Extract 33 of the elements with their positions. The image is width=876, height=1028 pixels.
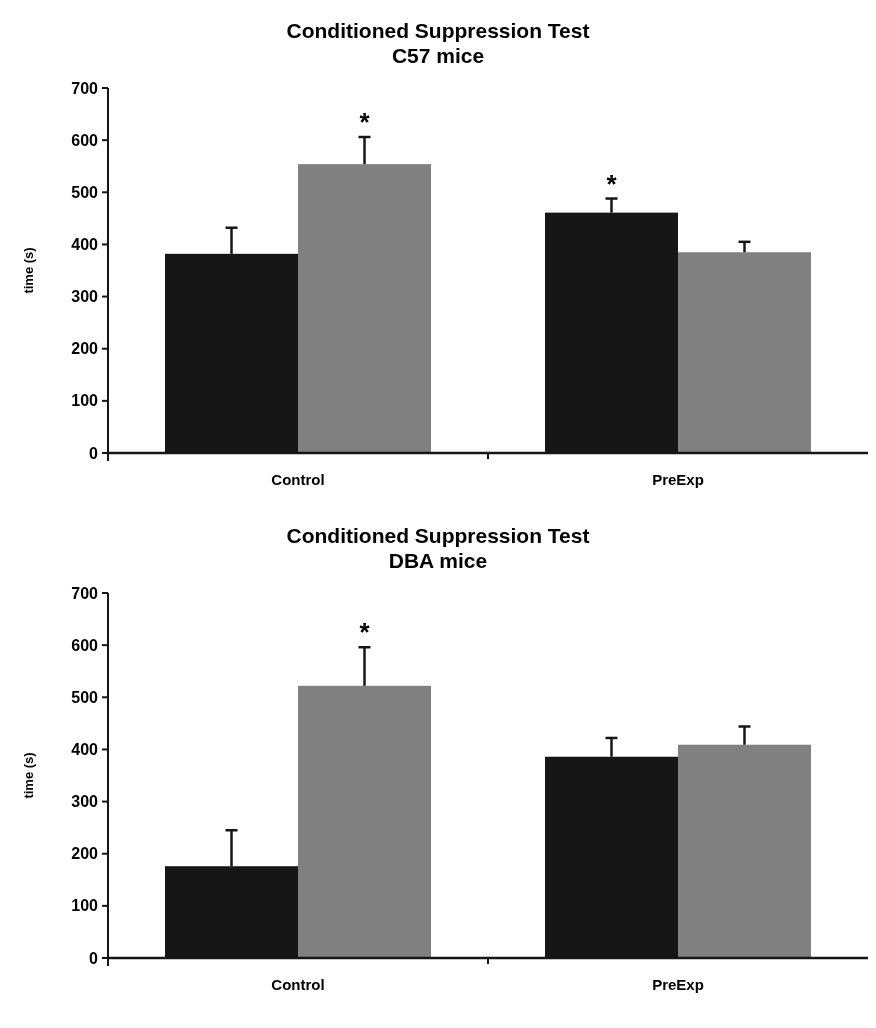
- bar: [678, 252, 811, 453]
- y-axis-title: time (s): [21, 247, 36, 294]
- y-tick-label: 300: [71, 288, 99, 306]
- annotation: *: [359, 617, 371, 648]
- x-tick-label: PreExp: [652, 471, 704, 488]
- x-tick-label: Control: [271, 471, 325, 488]
- y-tick-label: 0: [89, 949, 99, 967]
- x-tick-label: Control: [271, 976, 325, 993]
- y-axis-title: time (s): [21, 752, 36, 799]
- bar: [678, 744, 811, 958]
- y-tick-label: 600: [71, 131, 99, 149]
- y-tick-label: 300: [71, 793, 99, 811]
- y-tick-label: 500: [71, 688, 99, 706]
- y-tick-label: 400: [71, 236, 99, 254]
- y-tick-label: 200: [71, 845, 99, 863]
- y-tick-label: 400: [71, 741, 99, 759]
- y-tick-label: 100: [71, 392, 99, 410]
- y-tick-label: 200: [71, 340, 99, 358]
- bar: [298, 164, 431, 453]
- y-tick-label: 700: [71, 79, 99, 97]
- chart-subtitle: DBA mice: [388, 549, 488, 572]
- annotation: *: [606, 168, 618, 199]
- bar: [298, 685, 431, 958]
- y-tick-label: 500: [71, 183, 99, 201]
- chart-title: Conditioned Suppression Test: [286, 524, 590, 547]
- y-tick-label: 600: [71, 636, 99, 654]
- chart-subtitle: C57 mice: [391, 44, 485, 67]
- x-tick-label: PreExp: [652, 976, 704, 993]
- y-tick-label: 0: [89, 444, 99, 462]
- y-tick-label: 700: [71, 584, 99, 602]
- y-tick-label: 100: [71, 897, 99, 915]
- annotation: *: [359, 107, 371, 138]
- chart-title: Conditioned Suppression Test: [286, 19, 590, 42]
